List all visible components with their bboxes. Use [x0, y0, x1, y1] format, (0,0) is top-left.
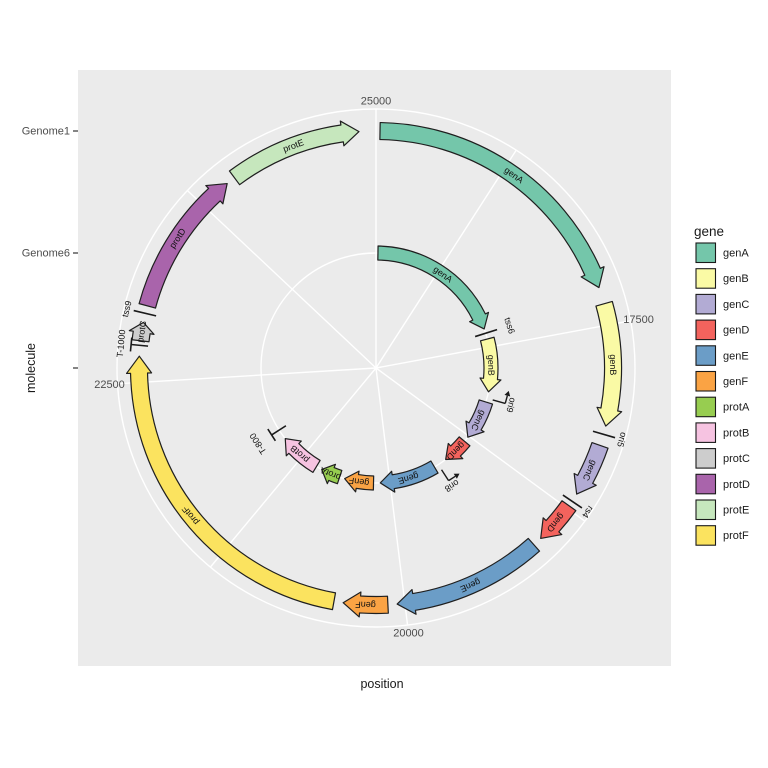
legend-swatch-protA [695, 396, 717, 418]
grid-spoke [375, 320, 631, 369]
feature-glyph-tick-tss9 [133, 309, 157, 317]
feature-label-ori9: ori9 [504, 396, 518, 413]
feature-glyph-terminator-stem-T-1000 [131, 343, 149, 347]
gene-label-Genome6-genB: genB [486, 355, 496, 376]
legend-swatch-protC [695, 448, 717, 469]
gene-label-Genome6-genF: genF [348, 475, 370, 488]
legend-label-genA: genA [723, 248, 749, 260]
legend-label-protB: protB [723, 427, 749, 439]
feature-label-tss6: tss6 [502, 316, 517, 335]
legend-swatch-genA [695, 242, 717, 264]
gene-arrow-Genome1-genD [540, 500, 577, 540]
legend-swatch-protD [695, 473, 717, 495]
molecule-axis: Genome1 Genome6 [22, 126, 78, 369]
legend-label-protD: protD [723, 479, 750, 491]
legend-title: gene [694, 224, 724, 239]
feature-glyph-terminator-bar-T-800 [267, 428, 277, 442]
gene-arrow-Genome1-protD [138, 182, 228, 309]
feature-glyph-terminator-stem-T-800 [271, 425, 287, 436]
legend-swatch-genE [695, 345, 717, 366]
grid-spoke [117, 367, 377, 385]
feature-glyph-origin-arm-ori9 [504, 395, 509, 404]
gene-arrow-Genome1-genC [573, 442, 609, 495]
feature-label-ori5: ori5 [615, 431, 629, 448]
gene-label-Genome1-genF: genF [355, 599, 376, 610]
theta-tick-label-20000: 20000 [393, 628, 424, 640]
legend: gene genA genB genC genD genE genF protA protB p… [694, 224, 750, 546]
gene-arrow-Genome6-protB [284, 438, 321, 474]
feature-glyph-tick-ori5 [592, 430, 616, 439]
theta-tick-label-25000: 25000 [361, 96, 392, 108]
legend-entries: genA genB genC genD genE genF protA protB protC p… [695, 242, 750, 546]
gene-arrow-Genome6-genE [379, 460, 439, 493]
legend-label-genC: genC [723, 299, 749, 311]
legend-label-protA: protA [723, 402, 750, 414]
feature-label-T-1000: T-1000 [115, 329, 128, 358]
gene-arrow-Genome6-genD [445, 436, 471, 461]
y-tick-label-Genome6: Genome6 [22, 248, 70, 260]
legend-label-protF: protF [723, 530, 749, 542]
legend-label-protE: protE [723, 505, 749, 517]
legend-label-protC: protC [723, 453, 750, 465]
gene-arrow-Genome6-genA [377, 245, 490, 330]
feature-glyph-origin-arm-ori8 [448, 475, 456, 482]
legend-label-genD: genD [723, 325, 749, 337]
legend-swatch-protB [695, 422, 717, 443]
feature-glyph-origin-stem-ori9 [492, 399, 506, 405]
gene-label-Genome1-genB: genB [608, 354, 618, 375]
gene-arrow-Genome1-protF [125, 355, 337, 611]
polar-gridlines [116, 108, 636, 628]
legend-swatch-protE [695, 499, 717, 521]
grid-spoke [375, 367, 586, 522]
y-axis-title: molecule [24, 343, 38, 393]
position-axis-labels: 25000 17500 20000 22500 [94, 96, 654, 640]
feature-glyph-origin-stem-ori8 [440, 469, 450, 482]
feature-label-tss9: tss9 [120, 300, 134, 318]
gene-label-Genome1-protC: protC [135, 319, 148, 343]
feature-glyph-tick-tss6 [474, 328, 498, 338]
grid-spoke [186, 190, 377, 369]
gene-arrow-Genome1-genB [595, 300, 623, 427]
legend-label-genE: genE [723, 350, 749, 362]
legend-swatch-genB [695, 268, 717, 289]
grid-spoke [209, 367, 377, 568]
gene-arrow-Genome6-protA [321, 463, 343, 485]
gene-arrow-Genome6-genB [479, 336, 502, 393]
feature-glyph-origin-arrowhead-ori9 [504, 390, 511, 397]
grid-spoke [375, 367, 409, 626]
gene-arrow-Genome1-genE [396, 537, 541, 615]
gene-arrow-Genome1-genA [379, 121, 605, 289]
legend-label-genB: genB [723, 273, 749, 285]
gene-arrow-Genome1-protC [128, 321, 155, 343]
legend-swatch-protF [695, 525, 717, 546]
grid-spoke [375, 149, 517, 369]
gene-arrow-Genome1-genF [342, 591, 389, 618]
feature-glyph-origin-arrowhead-ori8 [453, 473, 460, 479]
y-tick-label-Genome1: Genome1 [22, 126, 70, 138]
gene-arrow-Genome1-protE [228, 120, 360, 186]
legend-swatch-genC [695, 293, 717, 315]
gene-arrow-Genome6-genC [465, 399, 494, 438]
legend-label-genF: genF [723, 376, 748, 388]
feature-glyph-tick-rs4 [562, 494, 583, 509]
theta-tick-label-17500: 17500 [623, 314, 654, 326]
x-axis-title: position [360, 677, 403, 691]
feature-glyph-terminator-bar-T-1000 [129, 337, 133, 352]
theta-tick-label-22500: 22500 [94, 379, 125, 391]
genome-tracks: genAgenBgenCgenDgenEgenFprotFprotCprotDp… [125, 120, 623, 618]
legend-swatch-genD [695, 319, 717, 341]
legend-swatch-genF [695, 370, 717, 392]
gene-arrow-Genome6-genF [344, 470, 375, 493]
